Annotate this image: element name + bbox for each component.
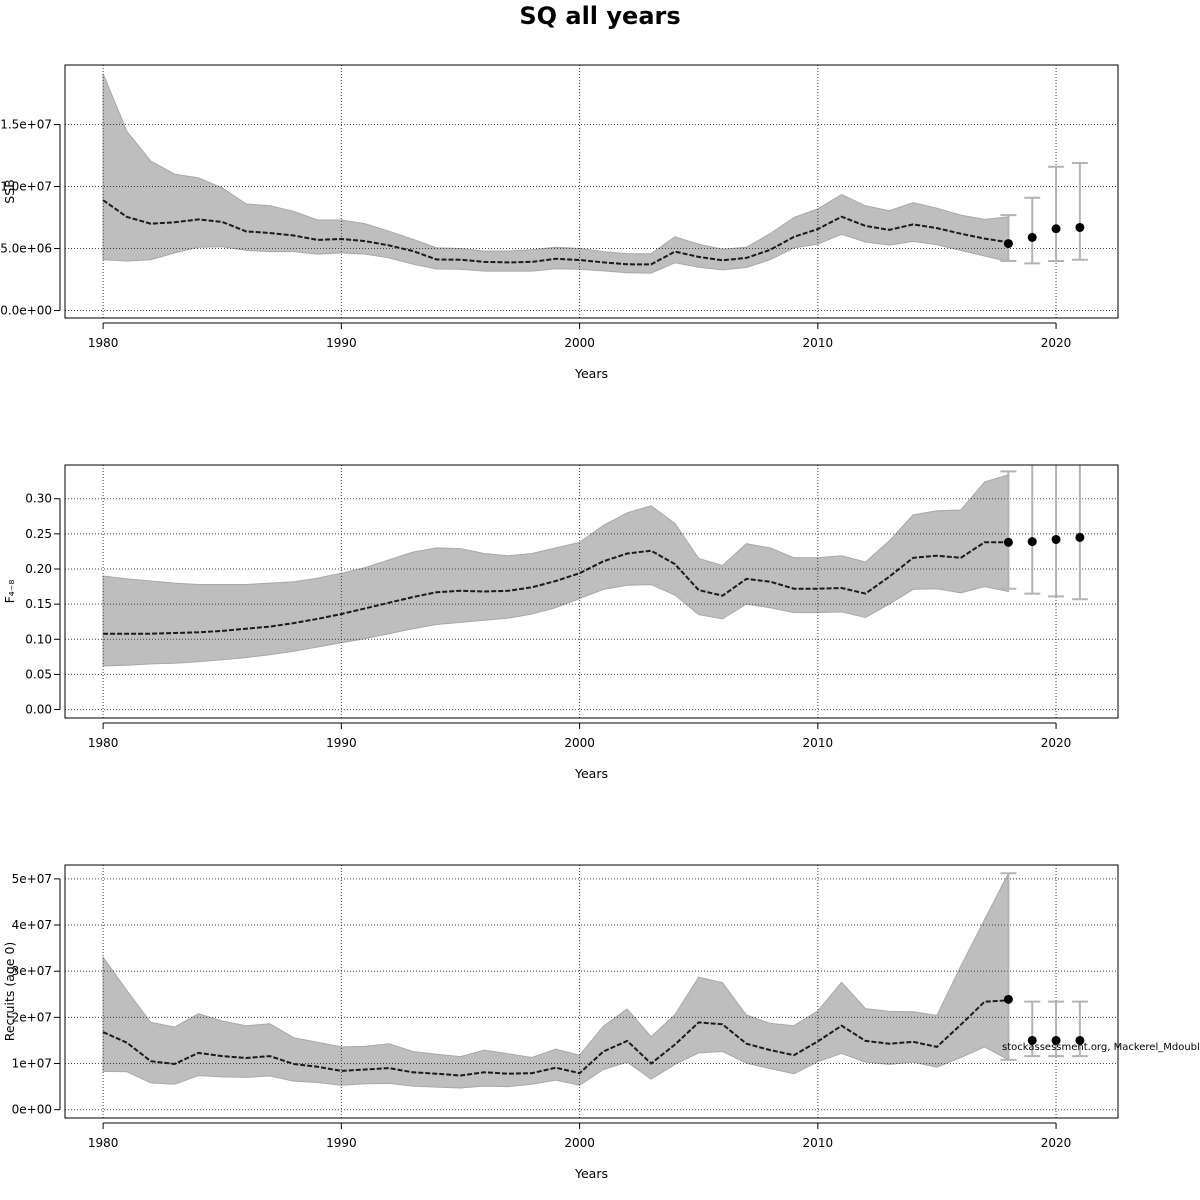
recruits-y-tick-label: 3e+07 [12, 964, 52, 978]
ssb-y-tick-label: 5.0e+06 [0, 242, 52, 256]
f-x-tick-label: 1990 [326, 736, 357, 750]
f-confidence-band [102, 474, 1009, 667]
f-y-tick-label: 0.30 [25, 492, 52, 506]
recruits-x-tick-label: 2020 [1041, 1136, 1072, 1150]
f-projection-point [1075, 532, 1085, 542]
ssb-projection-point [1003, 239, 1013, 249]
f-projection-point [1051, 534, 1061, 544]
recruits-plot-frame [64, 864, 1119, 1119]
ssb-x-tick-label: 2010 [803, 336, 834, 350]
ssb-y-tick-label: 1.5e+07 [0, 118, 52, 132]
f-y-axis-label: F₄₋₈ [2, 580, 17, 604]
ssb-x-tick-label: 1980 [88, 336, 119, 350]
recruits-y-tick-label: 5e+07 [12, 872, 52, 886]
ssb-plot-area [65, 65, 1118, 318]
ssb-x-axis-label: Years [574, 366, 608, 381]
recruits-estimate-line [102, 999, 1009, 1077]
fishing-mortality-panel: 1980 1990 2000 2010 2020 0.00 0.05 0.10 0.15 0.20… [2, 464, 1119, 781]
recruits-confidence-band [102, 873, 1009, 1089]
ssb-y-tick-label: 0.0e+00 [0, 304, 52, 318]
f-y-tick-label: 0.25 [25, 527, 52, 541]
f-y-tick-label: 0.15 [25, 597, 52, 611]
recruits-projection-point [1075, 1035, 1085, 1045]
ssb-plot-frame [64, 64, 1119, 319]
f-x-axis-label: Years [574, 766, 608, 781]
f-y-tick-label: 0.05 [25, 667, 52, 681]
credit-text: stockassessment.org, Mackerel_Mdouble [1002, 1042, 1200, 1053]
ssb-estimate-line [102, 199, 1009, 266]
ssb-projection-point [1075, 222, 1085, 232]
f-x-tick-label: 1980 [88, 736, 119, 750]
ssb-y-tick-label: 1.0e+07 [0, 180, 52, 194]
ssb-projection-point [1051, 224, 1061, 234]
f-plot-area [65, 465, 1118, 718]
f-estimate-line [103, 541, 1009, 635]
recruits-x-tick-label: 2010 [803, 1136, 834, 1150]
ssb-x-tick-label: 2000 [564, 336, 595, 350]
recruits-projection-point [1027, 1035, 1037, 1045]
recruits-projection-point [1051, 1035, 1061, 1045]
recruits-y-axis-label: Recruits (age 0) [2, 942, 17, 1042]
ssb-y-axis-label: SSB [2, 179, 17, 203]
f-x-tick-label: 2010 [803, 736, 834, 750]
recruits-panel: 1980 1990 2000 2010 2020 0e+00 1e+07 2e+07 3e+07… [2, 864, 1119, 1181]
ssb-confidence-band [102, 73, 1009, 274]
f-projection-point [1027, 537, 1037, 547]
recruits-x-tick-label: 1980 [88, 1136, 119, 1150]
f-x-tick-label: 2000 [564, 736, 595, 750]
f-y-tick-label: 0.20 [25, 562, 52, 576]
recruits-y-tick-label: 4e+07 [12, 918, 52, 932]
ssb-x-tick-label: 2020 [1041, 336, 1072, 350]
f-y-tick-label: 0.10 [25, 632, 52, 646]
ssb-projection-point [1027, 232, 1037, 242]
recruits-x-tick-label: 1990 [326, 1136, 357, 1150]
f-projection-point [1003, 537, 1013, 547]
recruits-x-axis-label: Years [574, 1166, 608, 1181]
recruits-x-tick-label: 2000 [564, 1136, 595, 1150]
recruits-y-tick-label: 2e+07 [12, 1010, 52, 1024]
f-x-tick-label: 2020 [1041, 736, 1072, 750]
recruits-plot-area [65, 865, 1118, 1118]
recruits-y-tick-label: 0e+00 [12, 1103, 52, 1117]
recruits-y-tick-label: 1e+07 [12, 1057, 52, 1071]
recruits-projection-point [1003, 994, 1013, 1004]
ssb-x-tick-label: 1990 [326, 336, 357, 350]
chart-title: SQ all years [519, 2, 680, 30]
f-y-tick-label: 0.00 [25, 703, 52, 717]
f-plot-frame [64, 464, 1119, 719]
ssb-panel: 1980 1990 2000 2010 2020 0.0e+00 5.0e+06 1.0e+0… [0, 64, 1119, 381]
